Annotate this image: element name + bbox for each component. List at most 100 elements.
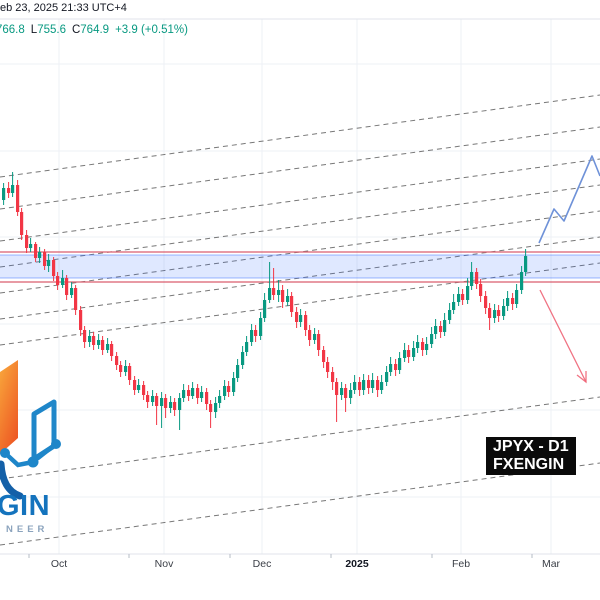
- candle-body: [115, 356, 119, 365]
- candle-body: [232, 378, 236, 392]
- time-axis-label-mar: Mar: [541, 558, 561, 570]
- time-axis-label-feb: Feb: [451, 558, 471, 570]
- candle-body: [155, 396, 159, 406]
- candle-body: [34, 244, 38, 258]
- candle-body: [313, 334, 317, 340]
- candle-body: [11, 185, 15, 193]
- candle-body: [466, 286, 470, 300]
- candle-body: [97, 340, 101, 345]
- candle-body: [452, 302, 456, 310]
- candle-body: [326, 362, 330, 372]
- candle-body: [299, 315, 303, 322]
- dashed-trendline: [0, 262, 600, 346]
- time-axis-label-oct: Oct: [50, 558, 68, 570]
- candle-body: [461, 294, 465, 300]
- candle-body: [331, 372, 335, 382]
- candle-body: [353, 382, 357, 390]
- candle-body: [200, 392, 204, 398]
- bullish-projection-line: [538, 155, 600, 244]
- candle-body: [497, 310, 501, 316]
- candle-body: [281, 290, 285, 302]
- candle-body: [317, 334, 321, 350]
- candle-body: [133, 380, 137, 390]
- candle-body: [371, 380, 375, 388]
- candle-body: [506, 298, 510, 306]
- candle-body: [367, 380, 371, 388]
- dashed-trendline: [0, 210, 600, 294]
- candle-body: [20, 212, 24, 235]
- candle-body: [169, 402, 173, 408]
- candle-body: [511, 298, 515, 304]
- candle-body: [308, 330, 312, 340]
- candle-body: [124, 366, 128, 372]
- candle-body: [268, 288, 272, 300]
- candle-body: [205, 392, 209, 404]
- candle-body: [43, 252, 47, 266]
- candle-body: [164, 398, 168, 408]
- candle-body: [389, 364, 393, 372]
- candle-body: [358, 382, 362, 390]
- candle-body: [488, 308, 492, 318]
- candle-body: [380, 382, 384, 390]
- candle-body: [277, 290, 281, 295]
- candle-body: [443, 320, 447, 332]
- candle-body: [263, 300, 267, 318]
- dashed-trendline: [0, 94, 600, 178]
- dashed-trendline: [0, 462, 600, 546]
- candle-body: [304, 315, 308, 330]
- candle-body: [241, 352, 245, 365]
- candle-body: [178, 398, 182, 410]
- candle-body: [70, 288, 74, 295]
- candle-body: [151, 396, 155, 402]
- candle-body: [349, 390, 353, 398]
- time-axis[interactable]: Oct Nov Dec 2025 Feb Mar: [0, 558, 600, 574]
- candle-body: [88, 336, 92, 342]
- dashed-trendline: [0, 158, 600, 242]
- candle-body: [227, 386, 231, 392]
- candle-body: [470, 272, 474, 286]
- candle-body: [344, 388, 348, 398]
- price-zone-band: [0, 255, 600, 278]
- candle-body: [376, 380, 380, 390]
- candle-body: [290, 296, 294, 312]
- time-axis-label-2025: 2025: [345, 558, 369, 570]
- candle-body: [322, 350, 326, 362]
- symbol-label-box: JPYX - D1 FXENGIN: [486, 437, 576, 475]
- candle-body: [286, 296, 290, 302]
- candle-body: [56, 276, 60, 285]
- candle-body: [223, 386, 227, 396]
- candle-body: [47, 260, 51, 266]
- time-axis-label-dec: Dec: [252, 558, 272, 570]
- candle-body: [515, 290, 519, 304]
- candle-body: [407, 350, 411, 357]
- candle-body: [16, 185, 20, 212]
- candle-body: [182, 390, 186, 398]
- candle-body: [457, 294, 461, 302]
- candle-body: [484, 296, 488, 308]
- candle-body: [434, 326, 438, 334]
- candle-body: [191, 388, 195, 396]
- candle-body: [83, 330, 87, 342]
- ohlc-low-value: 755.6: [37, 24, 66, 36]
- candle-body: [245, 342, 249, 352]
- candle-body: [524, 256, 528, 272]
- ohlc-change: +3.9 (+0.51%): [115, 24, 188, 36]
- candle-body: [92, 336, 96, 345]
- symbol-label-line2: FXENGIN: [493, 456, 565, 473]
- candle-body: [259, 318, 263, 336]
- candle-body: [218, 396, 222, 403]
- candle-body: [52, 260, 56, 276]
- candle-body: [430, 334, 434, 344]
- bearish-projection-arrow: [539, 289, 587, 383]
- candle-body: [2, 188, 6, 200]
- candle-body: [394, 364, 398, 370]
- dashed-trendline: [0, 184, 600, 268]
- candle-body: [398, 358, 402, 370]
- candle-body: [412, 348, 416, 357]
- candle-body: [146, 395, 150, 402]
- chart-date-time: eb 23, 2025 21:33 UTC+4: [0, 2, 127, 14]
- candle-body: [61, 278, 65, 285]
- candle-body: [209, 404, 213, 412]
- ohlc-high-value: 766.8: [0, 24, 25, 36]
